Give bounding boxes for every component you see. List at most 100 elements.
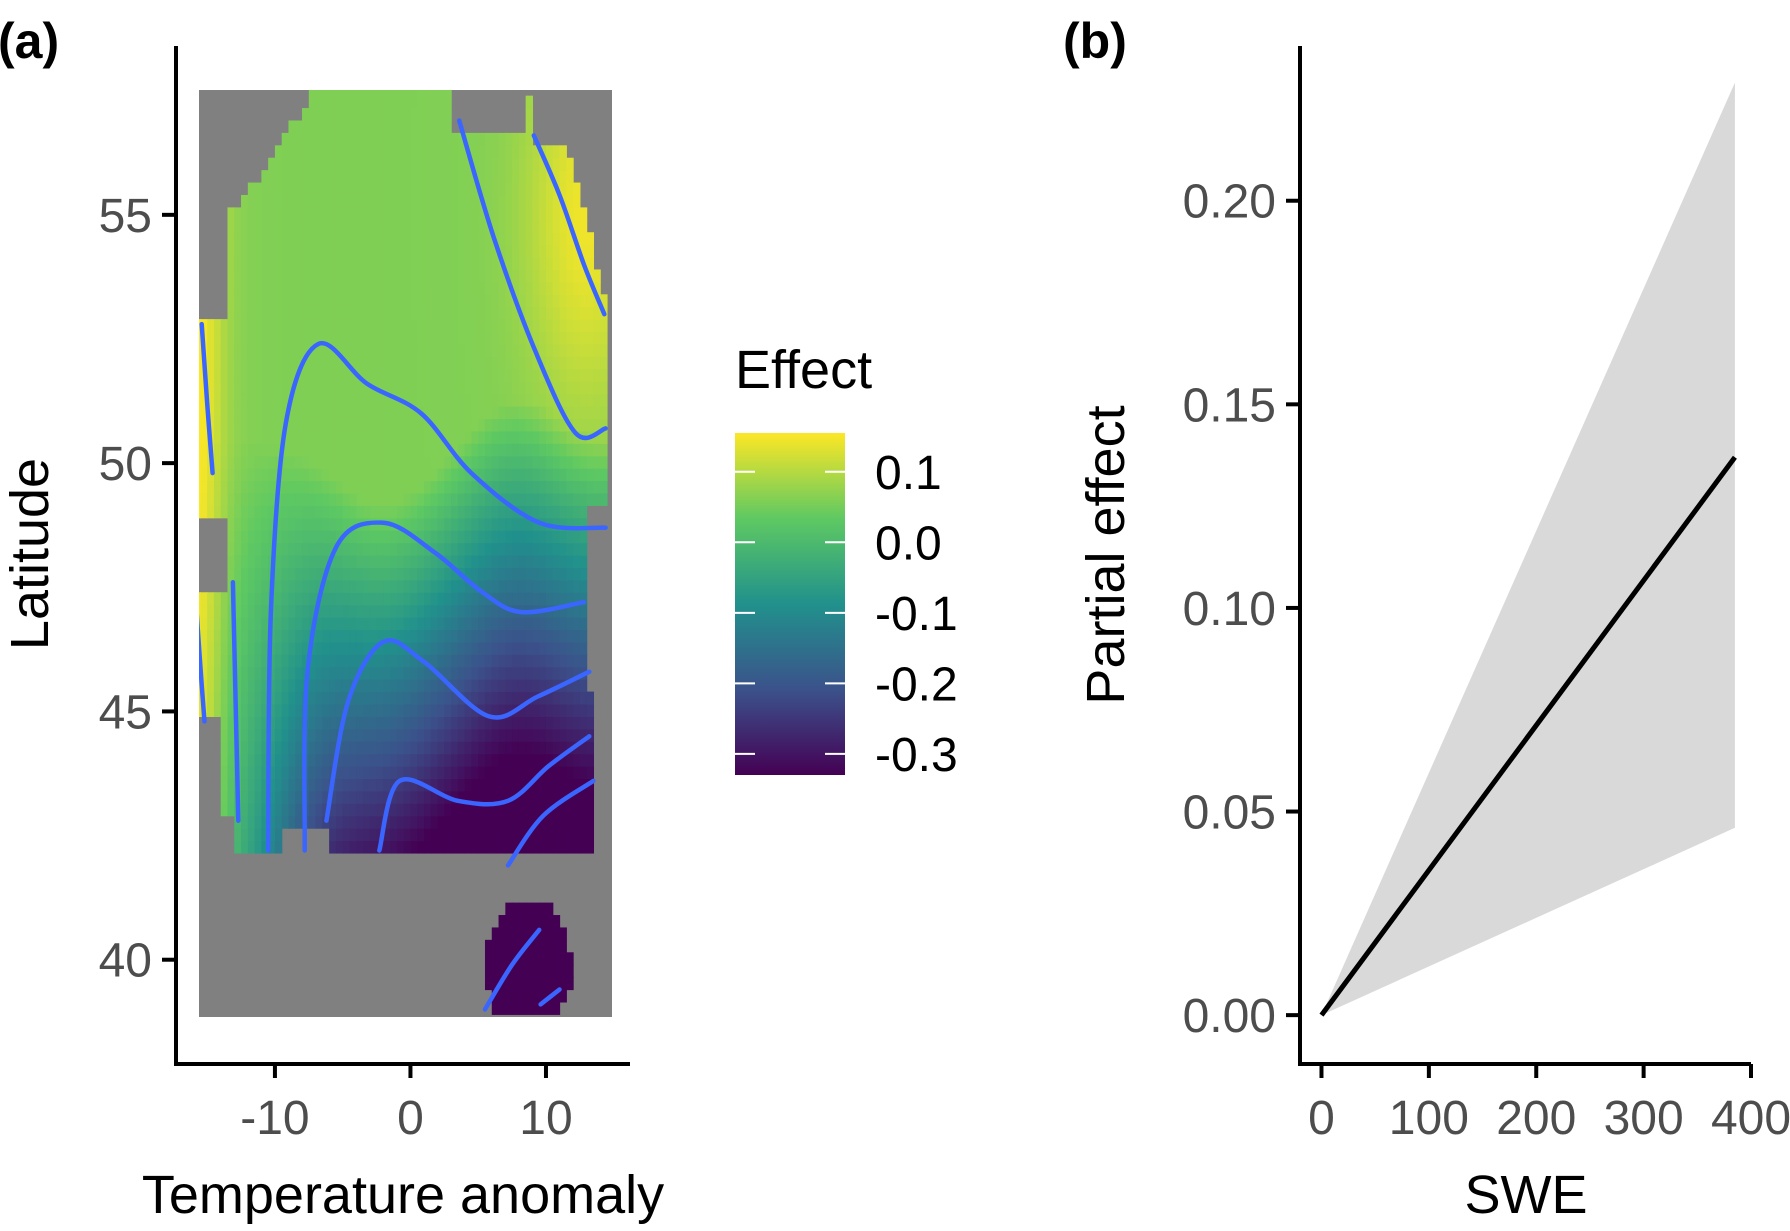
heatmap-cell xyxy=(261,691,269,705)
heatmap-cell xyxy=(288,406,296,420)
heatmap-cell xyxy=(247,281,256,295)
heatmap-cell xyxy=(329,604,337,618)
heatmap-cell xyxy=(424,840,432,854)
heatmap-cell xyxy=(586,232,595,246)
heatmap-cell xyxy=(356,790,364,804)
heatmap-cell xyxy=(295,269,303,283)
heatmap-cell xyxy=(586,281,595,295)
y-tick-label: 0.00 xyxy=(1183,990,1276,1043)
heatmap-cell xyxy=(396,480,405,494)
heatmap-cell xyxy=(484,803,493,817)
x-tick-label: 300 xyxy=(1604,1092,1684,1145)
heatmap-cell xyxy=(383,418,391,432)
heatmap-cell xyxy=(390,679,398,693)
heatmap-cell xyxy=(322,790,330,804)
heatmap-cell xyxy=(261,505,269,519)
heatmap-cell xyxy=(444,381,452,395)
heatmap-cell xyxy=(376,753,384,767)
heatmap-cell xyxy=(349,530,357,544)
heatmap-cell xyxy=(505,542,513,556)
heatmap-cell xyxy=(180,418,187,431)
heatmap-cell xyxy=(444,666,452,680)
heatmap-cell xyxy=(559,778,567,792)
heatmap-cell xyxy=(491,927,500,941)
heatmap-cell xyxy=(478,219,486,233)
heatmap-cell xyxy=(220,368,229,382)
heatmap-cell xyxy=(268,244,276,258)
heatmap-cell xyxy=(390,343,398,357)
heatmap-cell xyxy=(369,828,378,842)
heatmap-cell xyxy=(363,294,371,308)
heatmap-cell xyxy=(370,71,377,84)
heatmap-cell xyxy=(525,840,534,854)
heatmap-cell xyxy=(363,244,371,258)
heatmap-cell xyxy=(268,741,276,755)
heatmap-cell xyxy=(268,430,276,444)
heatmap-cell xyxy=(545,331,554,345)
heatmap-cell xyxy=(478,331,486,345)
heatmap-cell xyxy=(396,679,405,693)
heatmap-cell xyxy=(288,219,296,233)
heatmap-cell xyxy=(234,629,242,643)
heatmap-cell xyxy=(363,108,371,122)
heatmap-cell xyxy=(505,641,513,655)
heatmap-cell xyxy=(261,567,269,581)
heatmap-cell xyxy=(424,617,432,631)
heatmap-cell xyxy=(464,418,473,432)
heatmap-cell xyxy=(478,840,486,854)
heatmap-cell xyxy=(451,232,459,246)
heatmap-cell xyxy=(451,319,459,333)
heatmap-cell xyxy=(322,219,330,233)
heatmap-cell xyxy=(518,393,527,407)
heatmap-cell xyxy=(288,790,296,804)
heatmap-cell xyxy=(491,815,500,829)
heatmap-cell xyxy=(390,368,398,382)
heatmap-cell xyxy=(376,319,384,333)
heatmap-cell xyxy=(457,654,466,668)
heatmap-cell xyxy=(430,145,439,159)
heatmap-cell xyxy=(518,679,527,693)
heatmap-cell xyxy=(437,567,445,581)
heatmap-cell xyxy=(227,803,235,817)
heatmap-cell xyxy=(505,766,513,780)
heatmap-cell xyxy=(505,430,513,444)
heatmap-cell xyxy=(227,629,235,643)
heatmap-cell xyxy=(498,641,506,655)
heatmap-cell xyxy=(417,517,425,531)
legend-label: -0.2 xyxy=(875,658,958,711)
heatmap-cell xyxy=(254,617,262,631)
heatmap-cell xyxy=(505,343,513,357)
heatmap-cell xyxy=(505,939,513,953)
heatmap-cell xyxy=(410,505,418,519)
heatmap-cell xyxy=(281,691,290,705)
heatmap-cell xyxy=(600,294,608,308)
heatmap-cell xyxy=(234,343,242,357)
heatmap-cell xyxy=(430,654,439,668)
heatmap-cell xyxy=(315,120,323,134)
heatmap-cell xyxy=(525,641,534,655)
heatmap-cell xyxy=(525,691,534,705)
heatmap-cell xyxy=(512,641,520,655)
heatmap-cell xyxy=(261,194,269,208)
heatmap-cell xyxy=(471,716,479,730)
legend-label: 0.0 xyxy=(875,517,942,570)
heatmap-cell xyxy=(247,294,256,308)
heatmap-cell xyxy=(247,741,256,755)
heatmap-cell xyxy=(559,741,567,755)
heatmap-cell xyxy=(532,170,540,184)
heatmap-cell xyxy=(308,207,317,221)
heatmap-cell xyxy=(424,170,432,184)
heatmap-cell xyxy=(457,505,466,519)
heatmap-cell xyxy=(308,443,317,457)
heatmap-cell xyxy=(566,964,574,978)
heatmap-cell xyxy=(498,567,506,581)
heatmap-cell xyxy=(281,666,290,680)
heatmap-cell xyxy=(369,555,378,569)
heatmap-cell xyxy=(478,741,486,755)
heatmap-cell xyxy=(241,443,249,457)
heatmap-cell xyxy=(227,393,235,407)
heatmap-cell xyxy=(532,654,540,668)
heatmap-cell xyxy=(559,430,567,444)
heatmap-cell xyxy=(261,182,269,196)
heatmap-cell xyxy=(417,368,425,382)
